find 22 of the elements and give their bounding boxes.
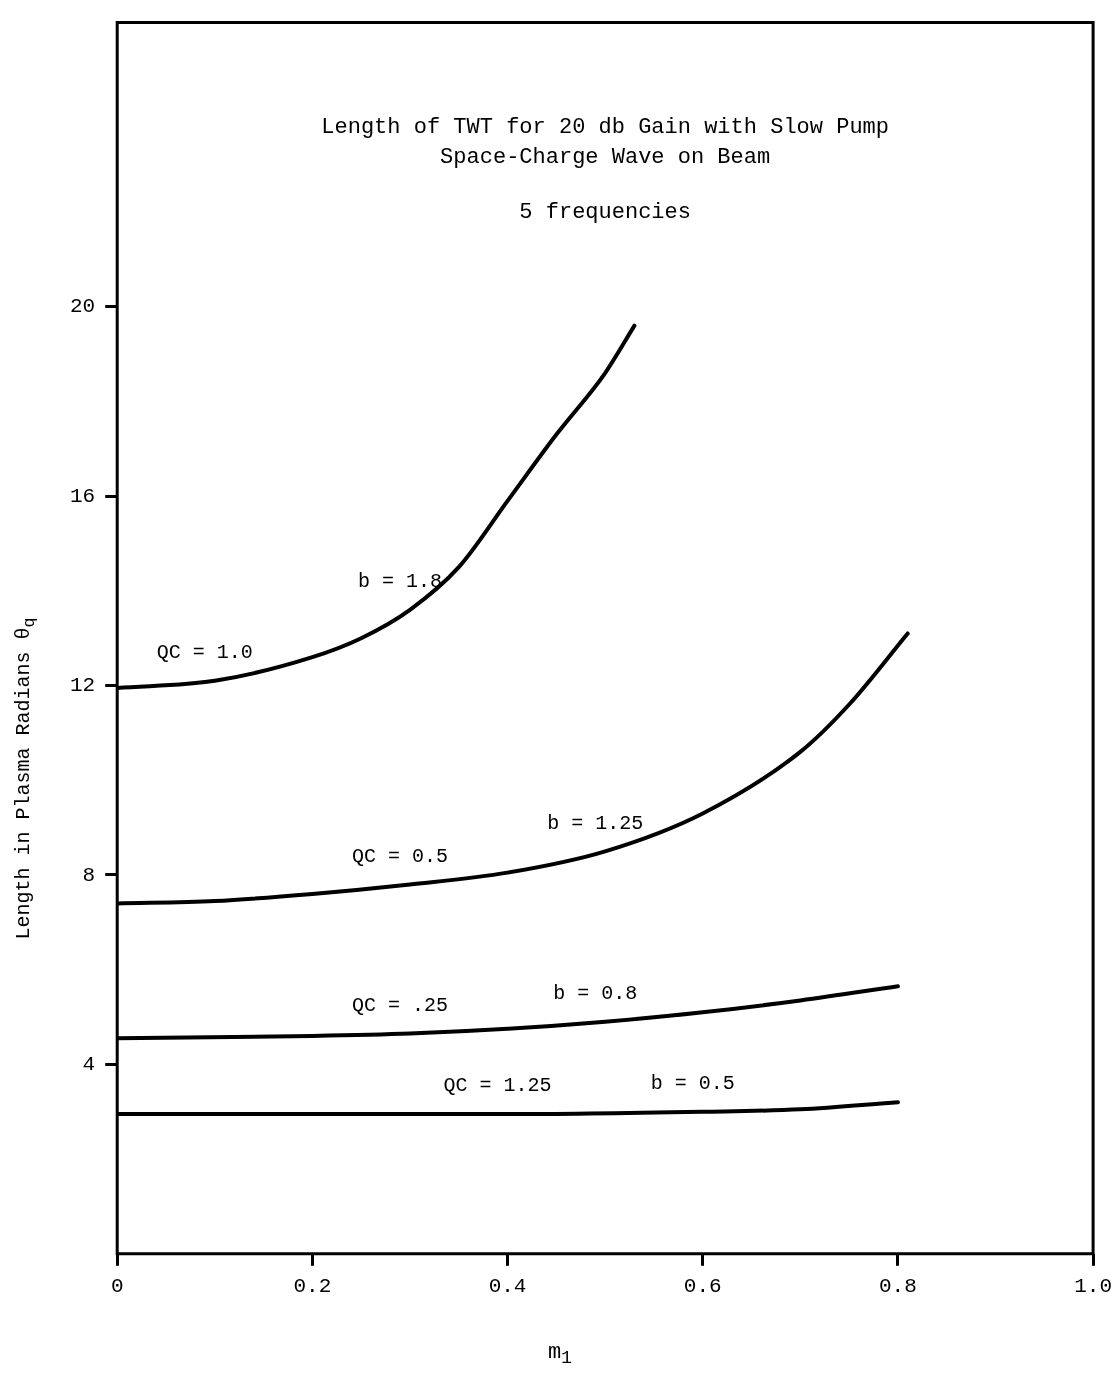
x-tick-label: 0.2 <box>293 1274 332 1298</box>
y-tick-label: 12 <box>69 674 96 698</box>
x-axis-title: m$_{1}$ <box>546 1340 574 1370</box>
annotation: b = 0.5 <box>650 1072 735 1096</box>
annotation: QC = .25 <box>351 993 448 1017</box>
y-tick-label: 8 <box>82 863 96 887</box>
annotation: QC = 1.0 <box>156 641 253 665</box>
x-tick-label: 0.8 <box>879 1274 917 1298</box>
text: Length of TWT for 20 db Gain with Slow Pump Space-Charge Wave on Beam <box>321 115 889 171</box>
x-tick-label: 0.6 <box>683 1274 722 1298</box>
x-tick-label: 0 <box>110 1274 124 1298</box>
annotation: b = 1.8 <box>357 570 442 594</box>
y-tick-label: 16 <box>69 484 96 508</box>
annotation: b = 1.25 <box>547 811 644 835</box>
text: 5 frequencies <box>519 200 691 226</box>
y-tick-label: 20 <box>69 295 96 319</box>
y-tick-label: 4 <box>82 1052 96 1076</box>
annotation: QC = 1.25 <box>443 1074 552 1098</box>
annotation: QC = 0.5 <box>351 844 448 868</box>
x-tick-label: 0.4 <box>488 1274 527 1298</box>
x-tick-label: 1.0 <box>1074 1274 1112 1298</box>
annotation: b = 0.8 <box>553 982 638 1006</box>
